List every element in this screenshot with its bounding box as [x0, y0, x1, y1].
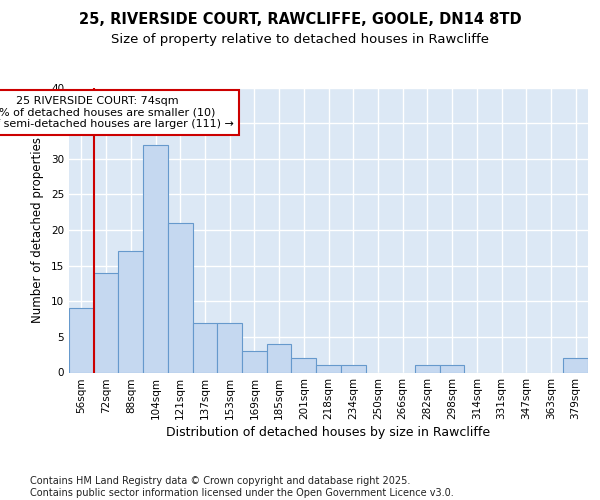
Bar: [267, 344, 292, 372]
Text: 25, RIVERSIDE COURT, RAWCLIFFE, GOOLE, DN14 8TD: 25, RIVERSIDE COURT, RAWCLIFFE, GOOLE, D…: [79, 12, 521, 28]
Bar: [316, 366, 341, 372]
Text: Size of property relative to detached houses in Rawcliffe: Size of property relative to detached ho…: [111, 32, 489, 46]
Y-axis label: Number of detached properties: Number of detached properties: [31, 137, 44, 323]
Text: Contains HM Land Registry data © Crown copyright and database right 2025.
Contai: Contains HM Land Registry data © Crown c…: [30, 476, 454, 498]
Text: 25 RIVERSIDE COURT: 74sqm
← 8% of detached houses are smaller (10)
92% of semi-d: 25 RIVERSIDE COURT: 74sqm ← 8% of detach…: [0, 96, 234, 129]
Bar: [118, 252, 143, 372]
Bar: [563, 358, 588, 372]
Bar: [168, 223, 193, 372]
X-axis label: Distribution of detached houses by size in Rawcliffe: Distribution of detached houses by size …: [166, 426, 491, 440]
Bar: [217, 322, 242, 372]
Bar: [94, 273, 118, 372]
Bar: [440, 366, 464, 372]
Bar: [292, 358, 316, 372]
Bar: [415, 366, 440, 372]
Bar: [242, 351, 267, 372]
Bar: [341, 366, 365, 372]
Bar: [193, 322, 217, 372]
Bar: [143, 144, 168, 372]
Bar: [69, 308, 94, 372]
